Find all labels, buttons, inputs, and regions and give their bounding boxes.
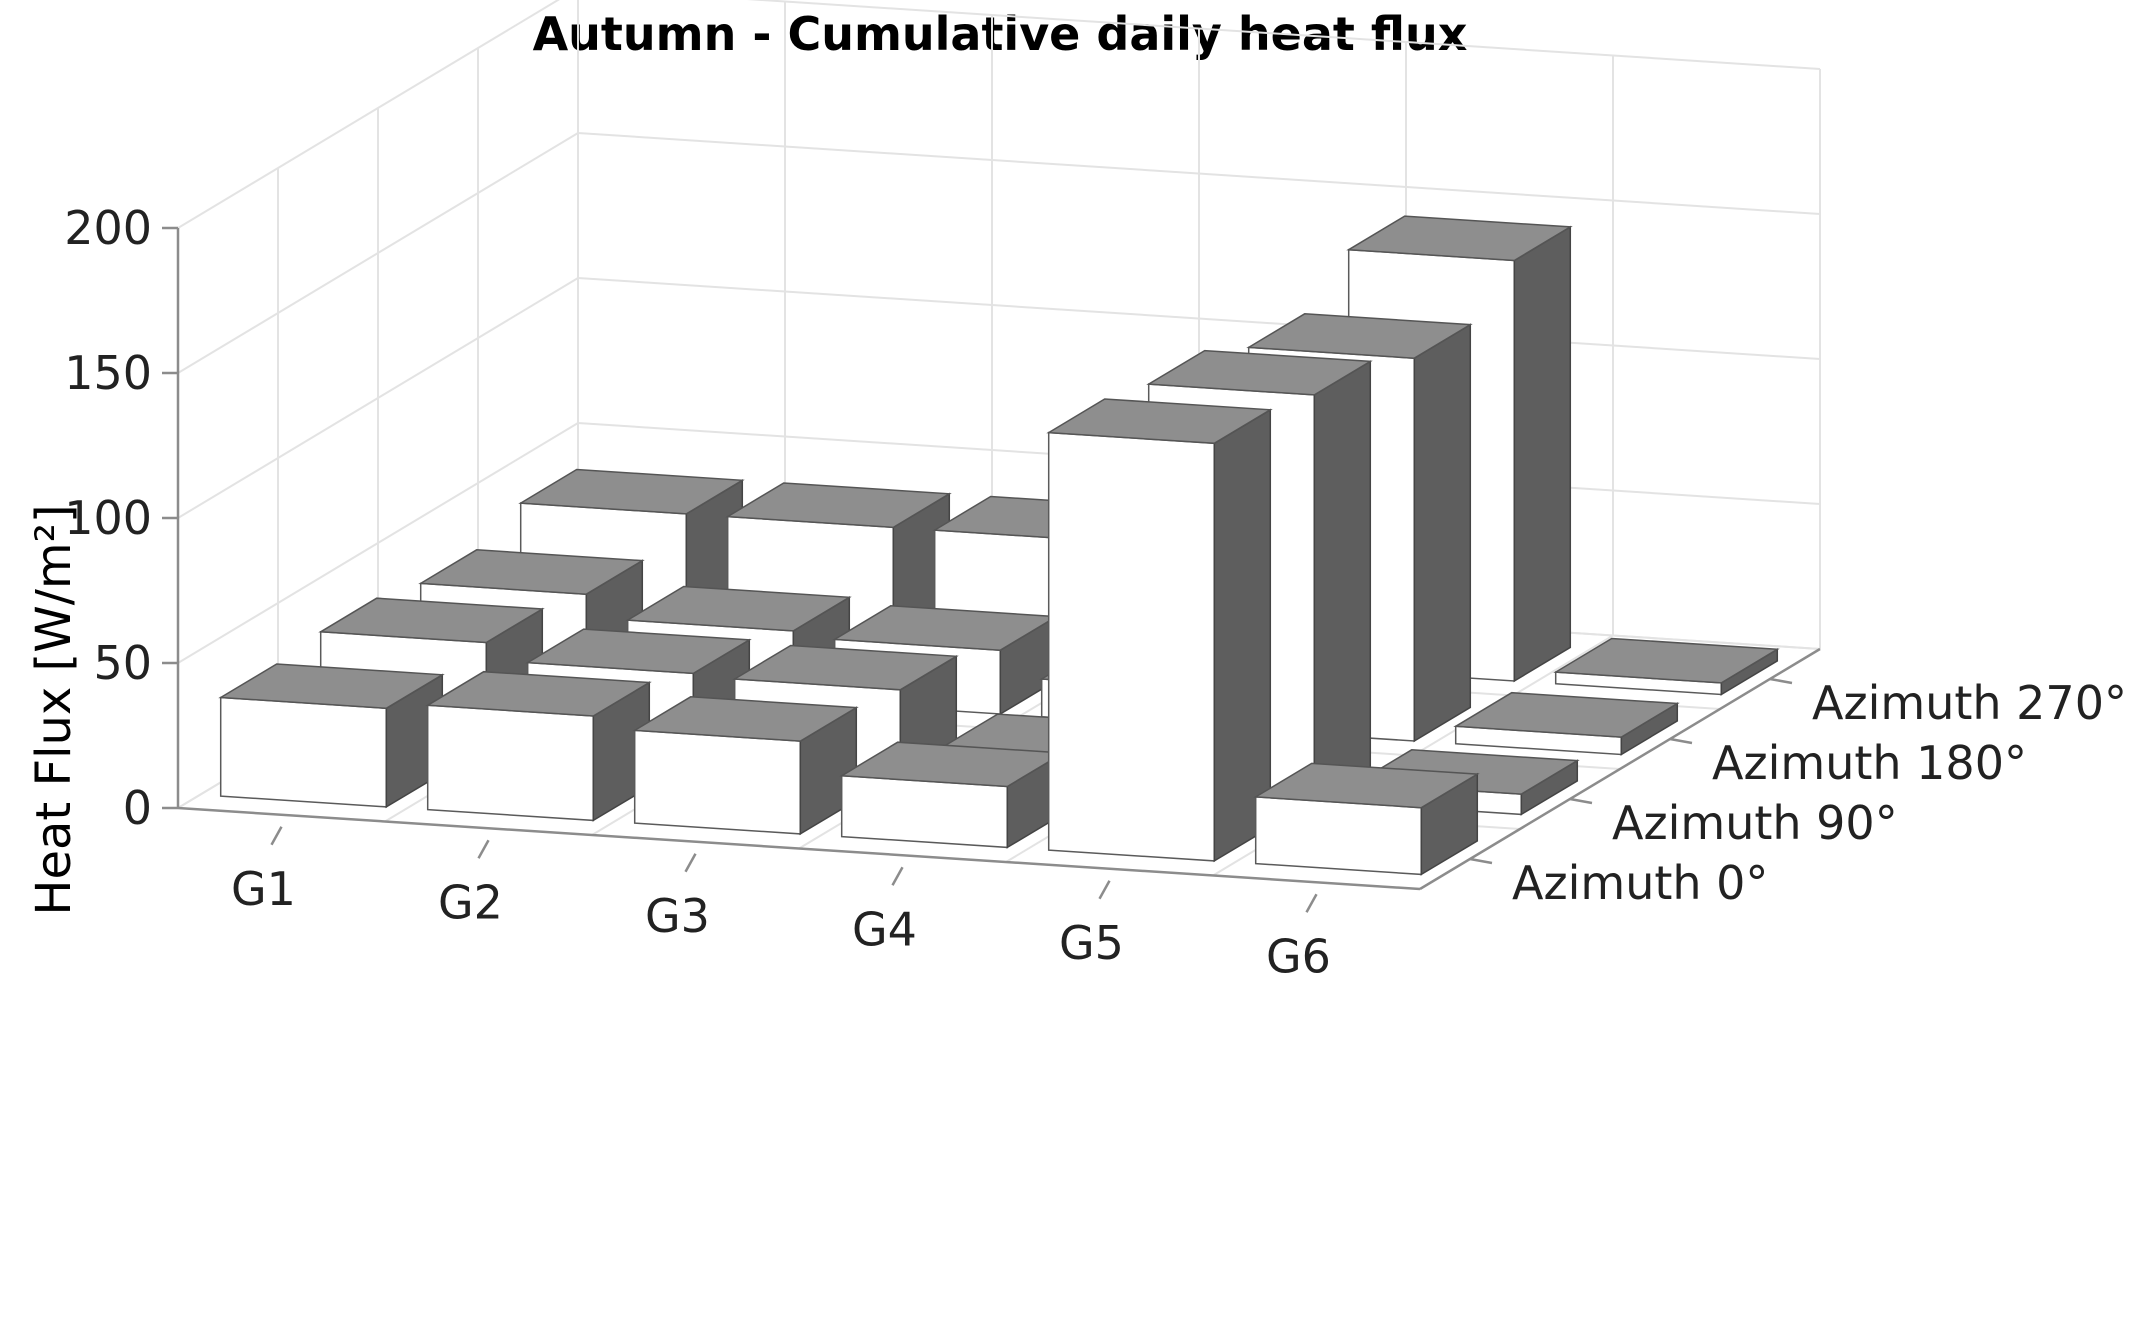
axes-layer — [162, 226, 1821, 913]
x-axis-line — [177, 806, 1421, 891]
bar-g5-azimuth-0 — [1046, 398, 1273, 863]
y-axis-line — [1419, 647, 1821, 891]
bar-top-face — [318, 597, 545, 644]
bar-front-face — [219, 696, 388, 808]
bar-top-face — [425, 670, 652, 717]
y-tick-label: Azimuth 180° — [1712, 736, 2027, 790]
bar-side-face — [1313, 360, 1372, 803]
bar-top-face — [625, 585, 852, 632]
bar-front-face — [1047, 431, 1216, 862]
bar-top-face — [1553, 637, 1780, 684]
x-tick-mark — [1098, 880, 1111, 900]
bar-top-face — [418, 549, 645, 595]
bar-g6-azimuth-0 — [1253, 762, 1480, 876]
bar-g3-azimuth-0 — [632, 696, 859, 836]
z-tick-label: 150 — [64, 346, 152, 400]
x-tick-label: G2 — [438, 875, 503, 929]
bar-top-face — [1346, 215, 1573, 262]
bar-g2-azimuth-0 — [425, 670, 652, 822]
bar-top-face — [525, 628, 752, 675]
bar-top-face — [1453, 691, 1680, 738]
bar-top-face — [1253, 762, 1480, 809]
bar-top-face — [1246, 313, 1473, 359]
bar-top-face — [518, 468, 745, 515]
bar-top-face — [632, 696, 859, 742]
bar-top-face — [725, 482, 952, 529]
bar-side-face — [1513, 225, 1572, 683]
z-axis-label: Heat Flux [W/m²] — [26, 504, 82, 915]
z-tick-label: 100 — [64, 491, 152, 545]
y-tick-mark — [1669, 737, 1693, 745]
bar-g1-azimuth-0 — [218, 663, 445, 809]
bars-layer — [218, 215, 1780, 876]
bar-front-face — [1254, 796, 1423, 876]
x-tick-mark — [1305, 893, 1318, 913]
y-tick-mark — [1469, 857, 1493, 865]
y-tick-label: Azimuth 0° — [1512, 856, 1768, 910]
x-tick-label: G1 — [231, 862, 296, 916]
bar-front-face — [633, 729, 802, 835]
bar-g6-azimuth-2 — [1453, 691, 1680, 756]
x-tick-mark — [477, 839, 490, 859]
x-tick-mark — [270, 826, 283, 846]
bar-top-face — [732, 644, 959, 691]
y-tick-label: Azimuth 270° — [1812, 676, 2127, 730]
bar-side-face — [1413, 323, 1472, 743]
bar-top-face — [1146, 349, 1373, 396]
z-tick-label: 200 — [64, 201, 152, 255]
x-tick-label: G6 — [1266, 929, 1331, 983]
z-tick-label: 0 — [123, 781, 152, 835]
x-tick-label: G5 — [1059, 916, 1124, 970]
x-tick-label: G3 — [645, 889, 710, 943]
x-tick-mark — [684, 853, 697, 873]
bar-g4-azimuth-0 — [839, 741, 1066, 849]
bar-front-face — [840, 774, 1009, 849]
y-tick-label: Azimuth 90° — [1612, 796, 1898, 850]
labels-layer: 0 50 100 150 200 G1 G2 G3 G4 G5 G6 Azimuth 0° Azimut… — [64, 201, 2127, 983]
y-tick-mark — [1569, 797, 1593, 805]
z-tick-label: 50 — [93, 636, 152, 690]
bar-top-face — [218, 663, 445, 710]
x-tick-label: G4 — [852, 902, 917, 956]
y-tick-mark — [1769, 677, 1793, 685]
x-tick-mark — [891, 866, 904, 886]
bar-g6-azimuth-3 — [1553, 637, 1780, 696]
bar-top-face — [1046, 398, 1273, 445]
bar-front-face — [426, 704, 595, 822]
